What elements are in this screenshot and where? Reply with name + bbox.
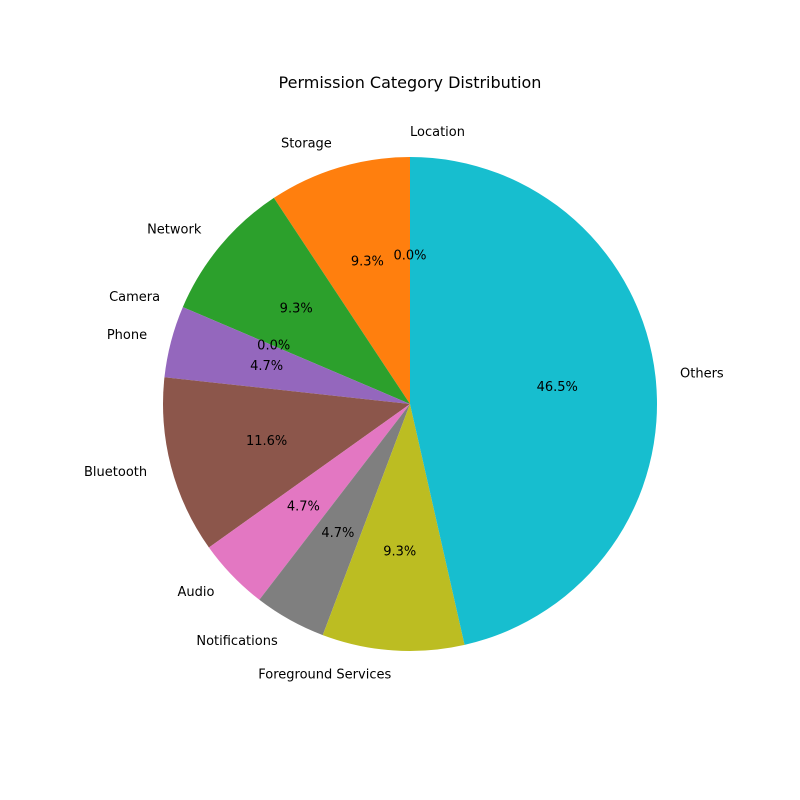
pie-category-label-location: Location — [410, 125, 465, 140]
pie-percent-label-others: 46.5% — [537, 380, 578, 395]
pie-category-label-others: Others — [680, 366, 724, 381]
pie-percent-label-phone: 4.7% — [250, 359, 283, 374]
pie-percent-label-network: 9.3% — [280, 302, 313, 317]
pie-slice-phone — [164, 307, 410, 404]
pie-slices — [163, 157, 658, 651]
pie-category-label-foreground-services: Foreground Services — [258, 668, 391, 683]
pie-percent-label-bluetooth: 11.6% — [246, 434, 287, 449]
pie-percent-label-storage: 9.3% — [351, 255, 384, 270]
pie-category-label-notifications: Notifications — [196, 634, 278, 649]
pie-category-label-camera: Camera — [109, 290, 160, 305]
pie-category-label-network: Network — [147, 222, 202, 237]
pie-category-label-storage: Storage — [281, 136, 332, 151]
pie-percent-label-location: 0.0% — [393, 248, 426, 263]
pie-category-label-audio: Audio — [177, 585, 214, 600]
pie-percent-label-foreground-services: 9.3% — [383, 544, 416, 559]
pie-percent-label-audio: 4.7% — [287, 499, 320, 514]
pie-slice-network — [182, 197, 410, 404]
pie-category-label-phone: Phone — [107, 328, 147, 343]
pie-slice-audio — [208, 404, 410, 600]
pie-slice-storage — [273, 157, 410, 404]
pie-percent-labels: 0.0%9.3%9.3%0.0%4.7%11.6%4.7%4.7%9.3%46.… — [246, 248, 578, 559]
chart-title: Permission Category Distribution — [279, 73, 542, 92]
pie-slice-others — [410, 157, 658, 645]
pie-category-label-bluetooth: Bluetooth — [84, 465, 147, 480]
pie-slice-bluetooth — [163, 377, 410, 548]
pie-slice-foreground-services — [322, 404, 465, 651]
pie-category-labels: Location Storage Network Camera Phone Bluetoo… — [84, 125, 724, 683]
pie-percent-label-camera: 0.0% — [257, 338, 290, 353]
pie-slice-notifications — [259, 404, 410, 636]
pie-percent-label-notifications: 4.7% — [321, 526, 354, 541]
